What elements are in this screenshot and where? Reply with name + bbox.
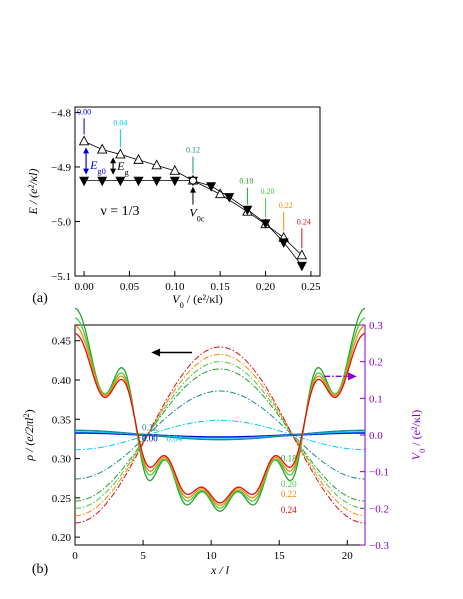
filled-triangle-marker (133, 176, 144, 187)
filled-triangle-marker (242, 205, 253, 216)
y-tick-label: −4.8 (51, 107, 71, 119)
density-series-label: 0.22 (281, 489, 297, 499)
density-series-label: 0.04 (167, 433, 183, 443)
density-curve (75, 431, 365, 439)
y-right-tick-label: −0.3 (369, 540, 389, 552)
x-tick-label: 0.10 (165, 281, 185, 293)
filled-triangle-marker (206, 182, 217, 192)
open-triangle-marker (96, 143, 108, 154)
y-right-tick-label: −0.2 (369, 503, 389, 515)
x-axis-label: x / l (210, 563, 230, 577)
open-triangle-marker (169, 164, 181, 175)
y-tick-label: −5.0 (51, 216, 71, 228)
x-tick-label: 0 (72, 550, 78, 562)
panel-b-density-chart: 0 5 10 15 20 0.20 0.25 0.30 0.35 0.40 0.45 −0.3 −0.2… (22, 307, 427, 577)
y-right-tick-label: 0.3 (369, 320, 383, 332)
annotation-label: 0.20 (261, 187, 275, 196)
eg0-arrow-head (83, 168, 90, 175)
density-curve (74, 333, 366, 504)
eg-arrow-head (110, 168, 117, 175)
density-curve (75, 429, 365, 441)
density-curve (74, 317, 366, 509)
x-tick-label: 0.20 (256, 281, 276, 293)
density-series-label: 0.18 (281, 454, 297, 464)
x-axis-label: V0 / (e²/κl) (172, 292, 223, 310)
panel-label-b: (b) (32, 562, 49, 577)
axes-frame (74, 106, 321, 277)
v0c-label: V0c (189, 206, 205, 224)
x-tick-label: 15 (274, 550, 286, 562)
y-right-axis-label: V0 / (e²/κl) (409, 410, 427, 461)
y-left-tick-label: 0.25 (52, 493, 72, 505)
y-right-tick-label: 0.1 (369, 393, 383, 405)
open-triangle-marker (296, 249, 308, 260)
open-triangle-marker (78, 135, 90, 146)
y-left-tick-label: 0.30 (52, 454, 72, 466)
annotation-label: 0.04 (113, 118, 127, 127)
potential-curve (75, 368, 365, 502)
crossing-point-marker (188, 176, 197, 185)
open-triangle-marker (214, 188, 226, 199)
eg0-arrow-head (83, 147, 90, 154)
y-left-tick-label: 0.40 (52, 375, 72, 387)
density-series-label: 0.20 (281, 479, 297, 489)
eg-arrow-head (110, 157, 117, 164)
annotation-label: 0.18 (239, 177, 253, 186)
filled-triangle-marker (97, 176, 108, 187)
x-tick-label: 10 (206, 550, 218, 562)
y-left-tick-label: 0.20 (52, 532, 72, 544)
v0c-arrow-head (189, 186, 196, 193)
eg-label: Eg (116, 159, 129, 177)
eg0-label: Eg0 (89, 158, 106, 176)
filled-triangle-marker (296, 261, 307, 272)
potential-curve (75, 419, 365, 451)
y-axis-label: E / (e²/κl) (26, 168, 40, 215)
x-tick-label: 0.25 (301, 281, 321, 293)
potential-curve (74, 353, 366, 517)
filled-triangle-marker (79, 176, 90, 187)
potential-curve (75, 361, 365, 509)
density-series-label: 0.12 (142, 422, 158, 432)
x-tick-label: 0.15 (211, 281, 231, 293)
filled-triangle-marker (224, 193, 235, 203)
filling-factor-label: ν = 1/3 (100, 204, 139, 219)
potential-curve (75, 346, 365, 524)
annotation-label: 0.24 (297, 217, 311, 226)
filled-triangle-marker (260, 219, 271, 229)
y-left-axis-label: ρ / (e/2πl2) (22, 409, 37, 461)
y-right-tick-label: −0.1 (369, 467, 389, 479)
filled-triangle-marker (278, 238, 289, 248)
left-axis-arrow-head (151, 348, 161, 357)
potential-curve (75, 390, 365, 480)
open-triangle-marker (133, 153, 144, 164)
y-right-tick-label: 0.2 (369, 357, 383, 369)
panel-a-energy-chart: 0.00 0.05 0.10 0.15 0.20 0.25 −5.1 −5.0 −4.9 −4.8… (26, 106, 321, 310)
density-curve (74, 307, 366, 512)
filled-triangle-marker (169, 176, 180, 187)
filled-triangle-marker (115, 176, 126, 187)
panel-label-a: (a) (32, 291, 48, 306)
annotation-label: 0.12 (186, 146, 200, 155)
density-series-label: 0.00 (142, 433, 158, 443)
open-triangle-marker (115, 148, 126, 159)
y-right-tick-label: 0.0 (369, 430, 383, 442)
y-tick-label: −5.1 (51, 271, 71, 283)
y-left-tick-label: 0.45 (52, 336, 72, 348)
x-tick-label: 5 (140, 550, 146, 562)
annotation-label: 0.22 (279, 201, 293, 210)
filled-triangle-marker (151, 176, 162, 187)
x-tick-label: 0.05 (120, 281, 140, 293)
x-tick-label: 0.00 (74, 281, 94, 293)
y-left-tick-label: 0.35 (52, 414, 72, 426)
y-tick-label: −4.9 (51, 162, 71, 174)
density-curve (74, 325, 366, 507)
axes-frame (74, 324, 366, 546)
x-tick-label: 20 (342, 550, 354, 562)
open-triangle-marker (151, 159, 162, 170)
annotation-label: 0.00 (77, 107, 91, 116)
density-series-label: 0.24 (281, 505, 297, 515)
right-axis-arrow-head (348, 372, 357, 381)
